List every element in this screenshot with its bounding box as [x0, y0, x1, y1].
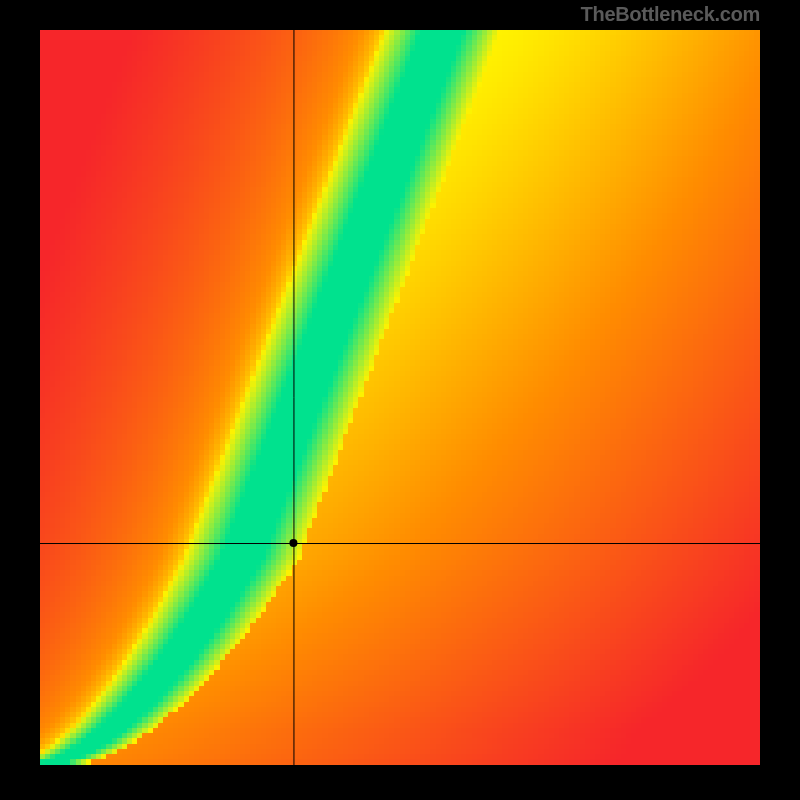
watermark-text: TheBottleneck.com	[581, 4, 760, 27]
heatmap-canvas	[40, 30, 760, 765]
chart-container: TheBottleneck.com	[0, 0, 800, 800]
heatmap-plot	[40, 30, 760, 765]
